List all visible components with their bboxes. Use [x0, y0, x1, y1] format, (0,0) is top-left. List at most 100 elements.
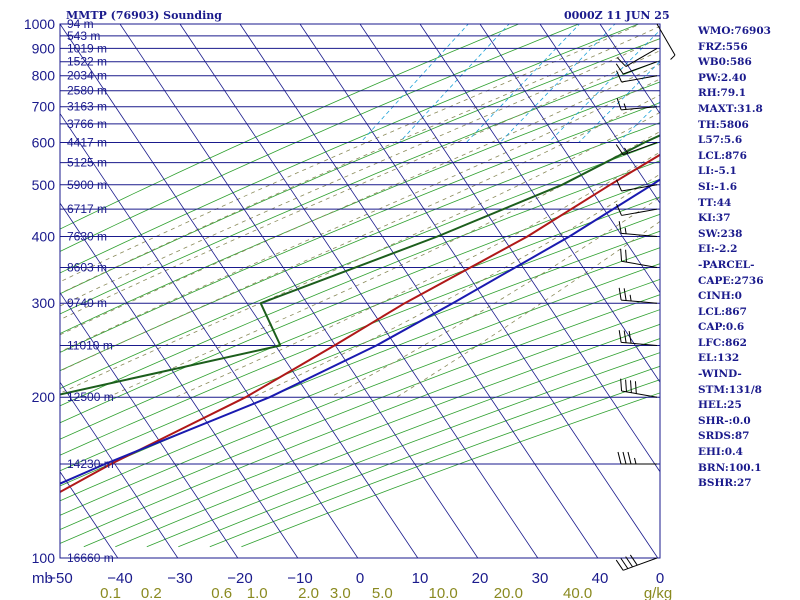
mixing-ratio-tick-label: 20.0 [494, 585, 523, 600]
temperature-tick-label: −20 [227, 570, 252, 587]
height-label: 12500 m [67, 390, 114, 404]
pressure-tick-label: 800 [32, 68, 56, 84]
index-item: STM:131/8 [698, 383, 762, 396]
wind-barb [616, 203, 658, 216]
wind-barb-half-flag [629, 294, 632, 302]
wind-barb-flag [615, 559, 624, 571]
mixing-ratio-line [399, 24, 510, 143]
chart-title: MMTP (76903) Sounding [66, 9, 222, 22]
index-item: TT:44 [698, 196, 732, 209]
index-item: L57:5.6 [698, 134, 743, 147]
wind-barb [620, 248, 658, 268]
isotherm-line [60, 381, 179, 558]
wind-barb-flag [629, 554, 638, 566]
moist-adiabat-line [60, 111, 660, 394]
isotherms [60, 24, 660, 558]
mixing-ratio-tick-label: 0.2 [141, 585, 162, 600]
wind-barb-flag [616, 179, 623, 192]
dry-adiabat-line [60, 309, 660, 544]
height-label: 2580 m [67, 84, 107, 98]
index-item: RH:79.1 [698, 87, 747, 100]
plot-border [59, 23, 661, 559]
wind-barb [617, 451, 657, 465]
mixing-ratio-tick-label: 3.0 [330, 585, 351, 600]
index-item: HEL:25 [698, 399, 742, 412]
temperature-tick-label: −10 [287, 570, 312, 587]
index-item: PW:2.40 [698, 71, 747, 84]
index-item: EI:-2.2 [698, 243, 738, 256]
moist-adiabat-line [60, 78, 660, 353]
temperature-tick-label: −30 [167, 570, 192, 587]
index-item: WB0:586 [698, 56, 752, 69]
pressure-tick-label: 300 [32, 295, 56, 311]
wind-barb [615, 554, 658, 571]
pressure-axis: 1000 900 800 700 600 500 400 300 200 100 mb [24, 16, 55, 587]
height-label: 1019 m [67, 41, 107, 55]
mixing-ratio-tick-label: 0.1 [100, 585, 121, 600]
index-item: WMO:76903 [698, 25, 771, 37]
index-item: EL:132 [698, 352, 740, 365]
mixing-ratio-tick-label: 1.0 [247, 585, 268, 600]
mixing-ratio-line [360, 24, 469, 143]
index-item: MAXT:31.8 [698, 102, 763, 115]
temperature-profile [60, 153, 660, 494]
height-label: 14230 m [67, 457, 114, 471]
temperature-axis: −50 −40 −30 −20 −10 0 10 20 30 40 0 [47, 570, 664, 587]
pressure-tick-label: 200 [32, 389, 56, 405]
wind-barb [656, 23, 676, 60]
mixing-ratio-tick-label: 0.6 [211, 585, 232, 600]
mixing-ratio-line [466, 24, 581, 143]
wind-barb-flag [620, 558, 629, 569]
moist-adiabat-line [60, 25, 660, 294]
dry-adiabat-line [60, 160, 660, 407]
wind-barb-flag [616, 97, 622, 111]
dewpoint-profile [60, 134, 660, 396]
wind-barb-staff [656, 23, 676, 56]
wind-barb-staff [621, 184, 658, 192]
wind-barb-staff [621, 341, 658, 346]
isotherm-line [60, 24, 419, 558]
wind-barb-flag [620, 248, 623, 262]
wind-barb-flag [627, 451, 632, 465]
dry-adiabat-line [60, 294, 660, 531]
wind-barb-flag [623, 330, 627, 343]
isotherm-line [179, 24, 539, 558]
pressure-tick-label: 600 [32, 135, 56, 151]
moist-adiabat-line [330, 196, 660, 398]
isotherm-line [60, 202, 299, 558]
wind-barb-flag [630, 380, 632, 393]
temperature-tick-label: 40 [592, 570, 609, 587]
pressure-tick-label: 500 [32, 177, 56, 193]
wind-barb-flag [618, 221, 622, 234]
wind-barb-flag [616, 57, 627, 67]
wind-barb-half-flag [623, 103, 627, 110]
wind-barb-flag [618, 330, 622, 343]
pressure-tick-label: 700 [32, 99, 56, 115]
wind-barb-flag [625, 556, 633, 568]
height-label: 5900 m [67, 178, 107, 192]
pressure-tick-label: 100 [32, 550, 56, 566]
index-item: -PARCEL- [698, 258, 755, 271]
wind-barb-staff [623, 141, 658, 156]
temperature-tick-label: −40 [107, 570, 132, 587]
wind-barb [620, 378, 658, 398]
pressure-tick-label: 400 [32, 229, 56, 245]
wind-barb-flag [625, 249, 627, 263]
height-label: 5125 m [67, 156, 107, 170]
wind-barb [615, 141, 658, 156]
index-item: CINH:0 [698, 290, 742, 303]
dry-adiabats [60, 24, 660, 548]
dry-adiabat-line [60, 196, 660, 440]
moist-adiabat-line [60, 63, 660, 336]
temperature-tick-label: 0 [356, 570, 364, 587]
wind-barb-staff [621, 299, 658, 304]
pressure-unit-label: mb [32, 570, 53, 587]
dry-adiabat-line [60, 60, 660, 315]
isobars [60, 24, 660, 558]
chart-datetime: 0000Z 11 JUN 25 [564, 9, 670, 22]
index-item: TH:5806 [698, 118, 749, 131]
wind-barb-flag [615, 144, 624, 156]
pressure-tick-label: 900 [32, 40, 56, 56]
temperature-tick-label: 10 [412, 570, 429, 587]
